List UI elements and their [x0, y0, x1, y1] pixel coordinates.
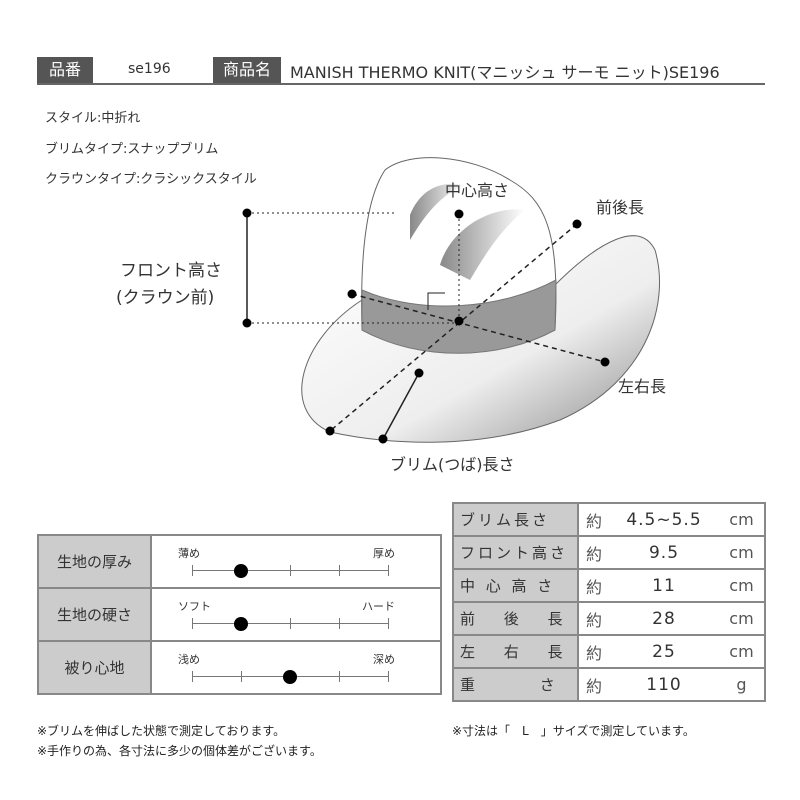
size-row: 重 さ 約 110 g	[452, 667, 766, 702]
code-label: 品番	[37, 57, 93, 83]
fabric-feel-table: 生地の厚み 薄め 厚め 生地の硬さ ソフト ハード 被り心地 浅め 深め	[37, 534, 442, 695]
scale-tick	[192, 618, 193, 629]
size-row: ブリム長さ 約 4.5~5.5 cm	[452, 502, 766, 537]
header-divider	[37, 83, 765, 85]
name-label: 商品名	[213, 57, 281, 83]
size-approx: 約	[577, 634, 609, 669]
scale-tick	[241, 671, 242, 682]
note-handmade: ※手作りの為、各寸法に多少の個体差がございます。	[37, 744, 322, 758]
size-approx: 約	[577, 502, 609, 537]
scale-marker	[234, 564, 248, 578]
scale-min: 浅め	[178, 653, 200, 666]
size-approx: 約	[577, 601, 609, 636]
scale-tick	[290, 618, 291, 629]
size-label: フロント高さ	[452, 535, 579, 570]
scale-tick	[290, 565, 291, 576]
label-left-right: 左右長	[618, 377, 667, 396]
scale-tick	[339, 565, 340, 576]
product-name: MANISH THERMO KNIT(マニッシュ サーモ ニット)SE196	[290, 63, 720, 82]
size-label: 中 心 高 さ	[452, 568, 579, 603]
spec-style: スタイル:中折れ	[45, 111, 141, 126]
feel-row: 被り心地 浅め 深め	[37, 640, 442, 695]
size-row: 前 後 長 約 28 cm	[452, 601, 766, 636]
size-value: 25	[609, 634, 719, 669]
crown-dent-2	[440, 209, 525, 280]
label-front-back: 前後長	[596, 198, 645, 217]
feel-label: 生地の硬さ	[37, 587, 152, 642]
note-brim: ※ブリムを伸ばした状態で測定しております。	[37, 724, 286, 738]
size-approx: 約	[577, 568, 609, 603]
size-value: 110	[609, 667, 719, 702]
scale-tick	[339, 618, 340, 629]
feel-row: 生地の硬さ ソフト ハード	[37, 587, 442, 642]
label-front-height-sub: (クラウン前)	[116, 288, 215, 308]
scale-tick	[339, 671, 340, 682]
spec-brim-type: ブリムタイプ:スナップブリム	[45, 142, 219, 157]
label-center-height: 中心高さ	[445, 181, 510, 200]
size-label: 前 後 長	[452, 601, 579, 636]
scale-max: 深め	[373, 653, 395, 666]
scale-marker	[283, 670, 297, 684]
size-label: 重 さ	[452, 667, 579, 702]
feel-label: 被り心地	[37, 640, 152, 695]
size-value: 11	[609, 568, 719, 603]
size-value: 9.5	[609, 535, 719, 570]
size-unit: cm	[719, 634, 766, 669]
size-approx: 約	[577, 667, 609, 702]
size-unit: cm	[719, 568, 766, 603]
scale-tick	[192, 671, 193, 682]
size-row: 左 右 長 約 25 cm	[452, 634, 766, 669]
spec-crown-type: クラウンタイプ:クラシックスタイル	[45, 172, 257, 187]
note-size: ※寸法は「 L 」サイズで測定しています。	[452, 724, 695, 738]
label-brim-length: ブリム(つば)長さ	[390, 455, 515, 474]
scale-tick	[192, 565, 193, 576]
size-row: フロント高さ 約 9.5 cm	[452, 535, 766, 570]
size-label: 左 右 長	[452, 634, 579, 669]
size-approx: 約	[577, 535, 609, 570]
feel-label: 生地の厚み	[37, 534, 152, 589]
scale-tick	[388, 671, 389, 682]
size-unit: cm	[719, 535, 766, 570]
size-unit: cm	[719, 502, 766, 537]
product-code: se196	[128, 61, 171, 77]
size-row: 中 心 高 さ 約 11 cm	[452, 568, 766, 603]
size-value: 4.5~5.5	[609, 502, 719, 537]
scale-marker	[234, 617, 248, 631]
feel-row: 生地の厚み 薄め 厚め	[37, 534, 442, 589]
scale-tick	[388, 565, 389, 576]
size-value: 28	[609, 601, 719, 636]
size-unit: cm	[719, 601, 766, 636]
scale-max: ハード	[362, 600, 395, 613]
size-table: ブリム長さ 約 4.5~5.5 cm フロント高さ 約 9.5 cm 中 心 高 さ…	[452, 502, 766, 702]
scale-min: 薄め	[178, 547, 200, 560]
scale-max: 厚め	[373, 547, 395, 560]
size-label: ブリム長さ	[452, 502, 579, 537]
crown-dent-1	[410, 183, 465, 240]
size-unit: g	[719, 667, 766, 702]
scale-tick	[388, 618, 389, 629]
scale-min: ソフト	[178, 600, 211, 613]
label-front-height: フロント高さ	[120, 261, 222, 281]
